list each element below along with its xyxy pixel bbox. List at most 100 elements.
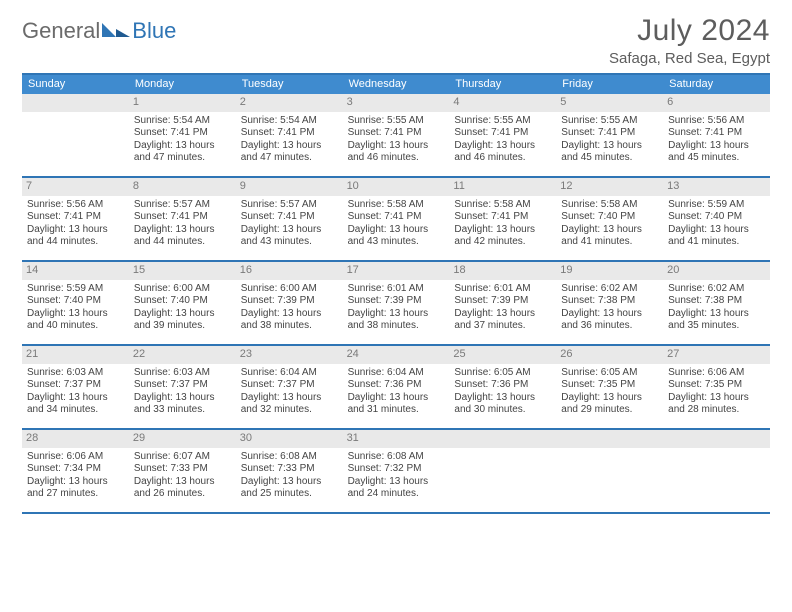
day-number: 28 xyxy=(22,430,129,448)
sunset-text: Sunset: 7:36 PM xyxy=(454,379,551,392)
sunrise-text: Sunrise: 6:04 AM xyxy=(348,367,445,380)
day-details: Sunrise: 6:06 AMSunset: 7:34 PMDaylight:… xyxy=(26,451,125,501)
brand-text-general: General xyxy=(22,18,100,44)
day-details: Sunrise: 5:58 AMSunset: 7:40 PMDaylight:… xyxy=(560,199,659,249)
day-number: 7 xyxy=(22,178,129,196)
daylight-text: Daylight: 13 hours and 31 minutes. xyxy=(348,392,445,417)
title-block: July 2024 Safaga, Red Sea, Egypt xyxy=(609,14,770,67)
day-number: 22 xyxy=(129,346,236,364)
daylight-text: Daylight: 13 hours and 42 minutes. xyxy=(454,224,551,249)
day-number: 11 xyxy=(449,178,556,196)
sunset-text: Sunset: 7:40 PM xyxy=(561,211,658,224)
calendar-day-cell xyxy=(556,430,663,512)
day-number: 26 xyxy=(556,346,663,364)
day-details: Sunrise: 6:04 AMSunset: 7:36 PMDaylight:… xyxy=(347,367,446,417)
calendar-day-cell: 19Sunrise: 6:02 AMSunset: 7:38 PMDayligh… xyxy=(556,262,663,344)
calendar-day-cell: 26Sunrise: 6:05 AMSunset: 7:35 PMDayligh… xyxy=(556,346,663,428)
calendar-page: General Blue July 2024 Safaga, Red Sea, … xyxy=(0,0,792,524)
sunrise-text: Sunrise: 6:02 AM xyxy=(561,283,658,296)
day-number: 4 xyxy=(449,94,556,112)
calendar-body: 1Sunrise: 5:54 AMSunset: 7:41 PMDaylight… xyxy=(22,94,770,514)
sunrise-text: Sunrise: 5:55 AM xyxy=(348,115,445,128)
calendar-week-row: 14Sunrise: 5:59 AMSunset: 7:40 PMDayligh… xyxy=(22,262,770,346)
sunset-text: Sunset: 7:40 PM xyxy=(668,211,765,224)
calendar-day-cell: 9 Sunrise: 5:57 AMSunset: 7:41 PMDaylight… xyxy=(236,178,343,260)
weekday-header: Wednesday xyxy=(343,75,450,94)
day-number: 30 xyxy=(236,430,343,448)
calendar-week-row: 7Sunrise: 5:56 AMSunset: 7:41 PMDaylight… xyxy=(22,178,770,262)
day-details: Sunrise: 5:54 AMSunset: 7:41 PMDaylight:… xyxy=(133,115,232,165)
page-title: July 2024 xyxy=(609,14,770,48)
day-details: Sunrise: 6:05 AMSunset: 7:36 PMDaylight:… xyxy=(453,367,552,417)
day-details: Sunrise: 6:00 AMSunset: 7:39 PMDaylight:… xyxy=(240,283,339,333)
calendar-day-cell: 15Sunrise: 6:00 AMSunset: 7:40 PMDayligh… xyxy=(129,262,236,344)
daylight-text: Daylight: 13 hours and 25 minutes. xyxy=(241,476,338,501)
sunset-text: Sunset: 7:40 PM xyxy=(27,295,124,308)
daylight-text: Daylight: 13 hours and 41 minutes. xyxy=(668,224,765,249)
sunset-text: Sunset: 7:38 PM xyxy=(668,295,765,308)
daylight-text: Daylight: 13 hours and 44 minutes. xyxy=(134,224,231,249)
daylight-text: Daylight: 13 hours and 32 minutes. xyxy=(241,392,338,417)
day-details: Sunrise: 5:57 AMSunset: 7:41 PMDaylight:… xyxy=(133,199,232,249)
sunrise-text: Sunrise: 6:04 AM xyxy=(241,367,338,380)
day-number: 5 xyxy=(556,94,663,112)
calendar-day-cell: 27Sunrise: 6:06 AMSunset: 7:35 PMDayligh… xyxy=(663,346,770,428)
day-details: Sunrise: 5:58 AMSunset: 7:41 PMDaylight:… xyxy=(347,199,446,249)
daylight-text: Daylight: 13 hours and 40 minutes. xyxy=(27,308,124,333)
day-details: Sunrise: 5:55 AMSunset: 7:41 PMDaylight:… xyxy=(347,115,446,165)
day-number: 1 xyxy=(129,94,236,112)
calendar-day-cell: 20Sunrise: 6:02 AMSunset: 7:38 PMDayligh… xyxy=(663,262,770,344)
sunset-text: Sunset: 7:33 PM xyxy=(241,463,338,476)
calendar-day-cell: 24 Sunrise: 6:04 AMSunset: 7:36 PMDayligh… xyxy=(343,346,450,428)
sunset-text: Sunset: 7:41 PM xyxy=(27,211,124,224)
day-number: 18 xyxy=(449,262,556,280)
sunrise-text: Sunrise: 6:01 AM xyxy=(454,283,551,296)
sunrise-text: Sunrise: 5:56 AM xyxy=(668,115,765,128)
day-details: Sunrise: 5:54 AMSunset: 7:41 PMDaylight:… xyxy=(240,115,339,165)
day-details: Sunrise: 5:57 AMSunset: 7:41 PMDaylight:… xyxy=(240,199,339,249)
brand-mark-icon xyxy=(102,19,130,44)
day-number: 2 xyxy=(236,94,343,112)
sunrise-text: Sunrise: 5:58 AM xyxy=(454,199,551,212)
sunset-text: Sunset: 7:41 PM xyxy=(241,127,338,140)
day-details: Sunrise: 6:03 AMSunset: 7:37 PMDaylight:… xyxy=(26,367,125,417)
daylight-text: Daylight: 13 hours and 30 minutes. xyxy=(454,392,551,417)
weekday-header: Thursday xyxy=(449,75,556,94)
calendar-day-cell: 18Sunrise: 6:01 AMSunset: 7:39 PMDayligh… xyxy=(449,262,556,344)
sunset-text: Sunset: 7:37 PM xyxy=(241,379,338,392)
sunrise-text: Sunrise: 5:55 AM xyxy=(561,115,658,128)
daylight-text: Daylight: 13 hours and 29 minutes. xyxy=(561,392,658,417)
calendar-day-cell: 2 Sunrise: 5:54 AMSunset: 7:41 PMDaylight… xyxy=(236,94,343,176)
day-details: Sunrise: 6:04 AMSunset: 7:37 PMDaylight:… xyxy=(240,367,339,417)
sunrise-text: Sunrise: 6:00 AM xyxy=(134,283,231,296)
sunrise-text: Sunrise: 5:54 AM xyxy=(134,115,231,128)
sunrise-text: Sunrise: 6:03 AM xyxy=(134,367,231,380)
day-number: 20 xyxy=(663,262,770,280)
sunrise-text: Sunrise: 5:55 AM xyxy=(454,115,551,128)
day-details: Sunrise: 6:03 AMSunset: 7:37 PMDaylight:… xyxy=(133,367,232,417)
daylight-text: Daylight: 13 hours and 38 minutes. xyxy=(348,308,445,333)
weekday-header: Friday xyxy=(556,75,663,94)
sunrise-text: Sunrise: 5:56 AM xyxy=(27,199,124,212)
daylight-text: Daylight: 13 hours and 43 minutes. xyxy=(241,224,338,249)
daylight-text: Daylight: 13 hours and 41 minutes. xyxy=(561,224,658,249)
calendar-day-cell: 13Sunrise: 5:59 AMSunset: 7:40 PMDayligh… xyxy=(663,178,770,260)
sunset-text: Sunset: 7:32 PM xyxy=(348,463,445,476)
day-number: 24 xyxy=(343,346,450,364)
calendar-day-cell: 31Sunrise: 6:08 AMSunset: 7:32 PMDayligh… xyxy=(343,430,450,512)
sunrise-text: Sunrise: 5:58 AM xyxy=(561,199,658,212)
sunrise-text: Sunrise: 6:05 AM xyxy=(454,367,551,380)
weekday-header: Sunday xyxy=(22,75,129,94)
daylight-text: Daylight: 13 hours and 34 minutes. xyxy=(27,392,124,417)
calendar-day-cell: 3Sunrise: 5:55 AMSunset: 7:41 PMDaylight… xyxy=(343,94,450,176)
daylight-text: Daylight: 13 hours and 39 minutes. xyxy=(134,308,231,333)
day-details: Sunrise: 6:02 AMSunset: 7:38 PMDaylight:… xyxy=(560,283,659,333)
day-details: Sunrise: 6:07 AMSunset: 7:33 PMDaylight:… xyxy=(133,451,232,501)
calendar-day-cell: 21Sunrise: 6:03 AMSunset: 7:37 PMDayligh… xyxy=(22,346,129,428)
daylight-text: Daylight: 13 hours and 38 minutes. xyxy=(241,308,338,333)
sunset-text: Sunset: 7:41 PM xyxy=(454,211,551,224)
sunset-text: Sunset: 7:41 PM xyxy=(348,211,445,224)
day-number: 9 xyxy=(236,178,343,196)
sunset-text: Sunset: 7:39 PM xyxy=(454,295,551,308)
daylight-text: Daylight: 13 hours and 33 minutes. xyxy=(134,392,231,417)
